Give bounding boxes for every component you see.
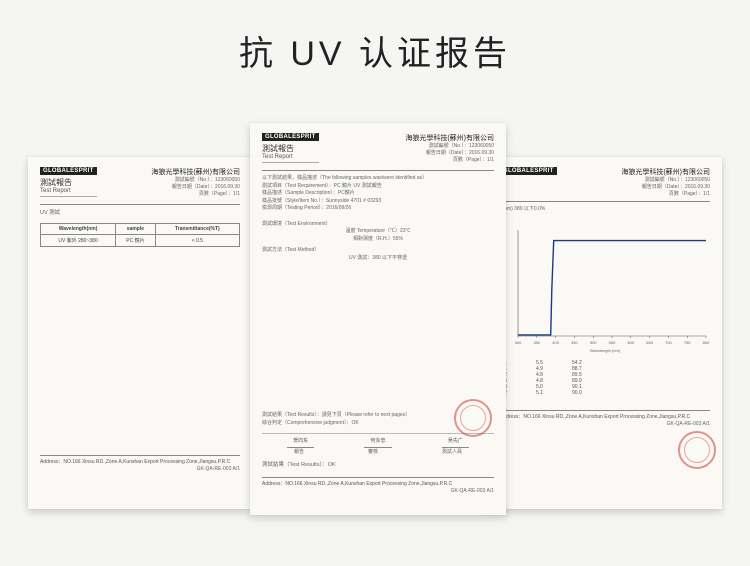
- company-name: 海狼光學科技(蘇州)有限公司: [151, 167, 240, 177]
- sub-heading: UV 測試: [40, 209, 240, 217]
- report-title-en: Test Report: [40, 188, 97, 197]
- footer-address: Address：NO.166 Xinsu RD.,Zone A,Kunshan …: [40, 455, 240, 465]
- stamp-icon: [678, 431, 716, 469]
- method-block: 測試方法（Test Method） UV 測試：380 以下不穿透: [262, 247, 494, 262]
- uv-table: Wavelength(nm) sample Transmittance(%T) …: [40, 223, 240, 247]
- company-name: 海狼光學科技(蘇州)有限公司: [621, 167, 710, 177]
- environment-block: 測試環境（Test Environment） 溫度 Temperature（℃）…: [262, 221, 494, 244]
- meta-block: 測試編號（No.）：123060050 報告日期（Date）：2016.09.3…: [621, 177, 710, 198]
- report-title-cn: 測試報告: [40, 177, 97, 188]
- svg-text:400: 400: [552, 340, 559, 345]
- svg-text:350: 350: [533, 340, 540, 345]
- signature-row: 贺向东 何永忠 吴先广: [262, 433, 494, 448]
- footer-address: Address：NO.166 Xinsu RD.,Zone A,Kunshan …: [262, 477, 494, 487]
- meta-block: 測試編號（No.）：123060050 報告日期（Date）：2016.09.3…: [151, 177, 240, 198]
- documents-container: GLOBALESPRIT 測試報告 Test Report 海狼光學科技(蘇州)…: [0, 95, 750, 555]
- svg-text:800: 800: [703, 340, 710, 345]
- report-right: GLOBALESPRIT rt 海狼光學科技(蘇州)有限公司 測試編號（No.）…: [488, 157, 722, 509]
- footer-code: GK-QA-RE-003 A/1: [262, 488, 494, 494]
- report-title-cn: 測試報告: [262, 143, 319, 154]
- svg-text:650: 650: [646, 340, 653, 345]
- description-block: 以下測試結果，樣品描述（The following samples was/we…: [262, 175, 494, 213]
- svg-text:300: 300: [515, 340, 522, 345]
- meta-block: 測試編號（No.）：123060050 報告日期（Date）：2016.09.3…: [405, 143, 494, 164]
- footer-code: GK-QA-RE-003 A/1: [500, 421, 710, 427]
- svg-text:550: 550: [609, 340, 616, 345]
- svg-text:600: 600: [627, 340, 634, 345]
- stamp-icon: [454, 399, 492, 437]
- brand-logo: GLOBALESPRIT: [500, 167, 557, 175]
- svg-text:Wavelength (nm): Wavelength (nm): [590, 348, 621, 353]
- svg-text:750: 750: [684, 340, 691, 345]
- results-table: 0.15.554.20.14.988.70.24.889.50.54.889.9…: [500, 360, 710, 396]
- svg-text:500: 500: [590, 340, 597, 345]
- svg-text:450: 450: [571, 340, 578, 345]
- report-middle: GLOBALESPRIT 測試報告 Test Report 海狼光學科技(蘇州)…: [250, 123, 506, 515]
- svg-text:700: 700: [665, 340, 672, 345]
- report-title-en: Test Report: [262, 154, 319, 163]
- brand-logo: GLOBALESPRIT: [262, 133, 319, 141]
- result-ok: 測試結果（Test Results）：OK: [262, 461, 494, 469]
- page-title: 抗 UV 认证报告: [0, 0, 750, 75]
- footer-code: GK-QA-RE-003 A/1: [40, 466, 240, 472]
- company-name: 海狼光學科技(蘇州)有限公司: [405, 133, 494, 143]
- report-left: GLOBALESPRIT 測試報告 Test Report 海狼光學科技(蘇州)…: [28, 157, 252, 509]
- transmittance-chart: 300 350 400 450 500 550 600 650 700 750 800 Wavelen…: [500, 224, 710, 354]
- chart-label: λ(nm) 380 以下0.0%: [500, 206, 710, 214]
- footer-address: Address：NO.166 Xinsu RD.,Zone A,Kunshan …: [500, 410, 710, 420]
- brand-logo: GLOBALESPRIT: [40, 167, 97, 175]
